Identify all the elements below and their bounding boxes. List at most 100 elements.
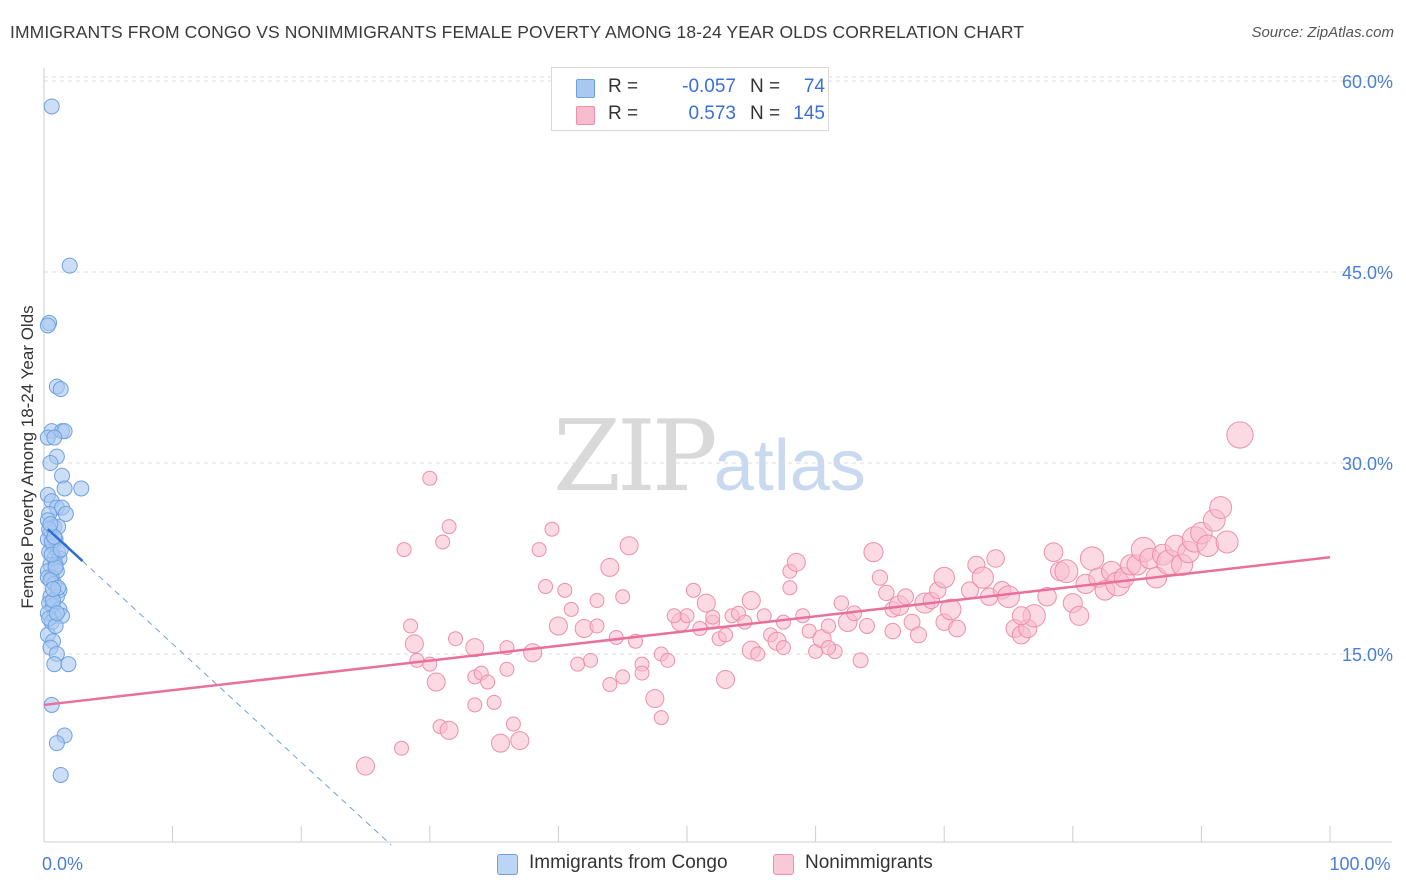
y-tick-label: 15.0%: [1342, 645, 1393, 665]
nonimmigrants-points: [356, 421, 1254, 776]
legend-n-value: 145: [793, 103, 825, 124]
nonimmigrants-point: [909, 626, 927, 644]
nonimmigrants-point: [1226, 421, 1254, 449]
y-tick-label: 45.0%: [1342, 263, 1393, 283]
nonimmigrants-point: [435, 534, 451, 550]
nonimmigrants-point: [933, 566, 955, 589]
nonimmigrants-point: [505, 716, 521, 732]
legend-r-label: R =: [608, 103, 639, 124]
nonimmigrants-point: [467, 697, 483, 713]
nonimmigrants-point: [986, 549, 1005, 568]
correlation-legend: R = -0.057 N = 74 R = 0.573 N = 145: [551, 67, 829, 131]
congo-point: [42, 516, 59, 533]
nonimmigrants-point: [997, 585, 1020, 609]
legend-swatch-congo: [497, 854, 518, 875]
nonimmigrants-point: [705, 609, 721, 625]
axis-labels: 15.0% 30.0% 45.0% 60.0% 0.0% 100.0% Female Pov…: [18, 72, 1393, 874]
nonimmigrants-point: [878, 584, 895, 602]
nonimmigrants-point: [660, 652, 676, 668]
nonimmigrants-point: [971, 566, 994, 589]
congo-point: [52, 381, 69, 398]
congo-point: [57, 505, 74, 522]
nonimmigrants-point: [775, 614, 791, 630]
nonimmigrants-point: [852, 652, 869, 669]
trend-lines: [43, 528, 1331, 846]
congo-point: [45, 581, 62, 598]
nonimmigrants-point: [441, 519, 457, 535]
nonimmigrants-point: [679, 608, 695, 624]
nonimmigrants-trend-line: [43, 555, 1331, 707]
nonimmigrants-point: [1011, 606, 1031, 626]
nonimmigrants-point: [396, 542, 412, 558]
nonimmigrants-point: [716, 669, 736, 689]
nonimmigrants-point: [499, 661, 515, 677]
nonimmigrants-point: [615, 589, 631, 605]
nonimmigrants-point: [820, 640, 837, 656]
nonimmigrants-point: [750, 646, 766, 662]
nonimmigrants-point: [775, 640, 791, 656]
nonimmigrants-point: [645, 689, 665, 709]
nonimmigrants-point: [356, 756, 375, 776]
nonimmigrants-point: [491, 733, 511, 753]
series-legend: Immigrants from Congo Nonimmigrants: [0, 850, 1406, 878]
congo-points: [39, 98, 90, 783]
y-tick-label: 60.0%: [1342, 72, 1393, 92]
nonimmigrants-point: [602, 677, 618, 693]
chart-title: IMMIGRANTS FROM CONGO VS NONIMMIGRANTS F…: [10, 22, 1025, 42]
nonimmigrants-point: [480, 674, 496, 690]
y-tick-label: 30.0%: [1342, 454, 1393, 474]
nonimmigrants-point: [820, 618, 837, 634]
nonimmigrants-point: [1215, 530, 1239, 554]
nonimmigrants-point: [1054, 559, 1079, 584]
nonimmigrants-point: [583, 652, 599, 668]
nonimmigrants-point: [600, 557, 620, 577]
nonimmigrants-point: [653, 710, 669, 726]
legend-swatch-nonimmigrants: [773, 854, 794, 875]
congo-point: [56, 480, 73, 497]
legend-swatch-nonimmigrants: [576, 106, 595, 125]
nonimmigrants-point: [544, 521, 560, 537]
legend-r-value: 0.573: [688, 103, 736, 124]
x-tick-label: 0.0%: [42, 854, 83, 874]
watermark-atlas: atlas: [713, 426, 866, 506]
nonimmigrants-point: [394, 740, 410, 756]
nonimmigrants-point: [737, 614, 753, 630]
nonimmigrants-point: [948, 619, 966, 638]
legend-swatch-congo: [576, 79, 595, 98]
nonimmigrants-point: [859, 617, 876, 634]
nonimmigrants-point: [833, 595, 850, 611]
nonimmigrants-point: [510, 731, 530, 751]
legend-n-label: N =: [750, 103, 781, 124]
nonimmigrants-point: [557, 582, 573, 598]
congo-point: [61, 257, 78, 274]
nonimmigrants-point: [531, 542, 547, 558]
congo-point: [48, 735, 65, 752]
nonimmigrants-point: [404, 634, 424, 654]
nonimmigrants-point: [486, 694, 502, 710]
y-axis-label: Female Poverty Among 18-24 Year Olds: [18, 305, 37, 608]
nonimmigrants-point: [1069, 605, 1090, 626]
watermark: ZIPatlas: [553, 400, 866, 514]
nonimmigrants-point: [718, 627, 734, 643]
legend-label-congo: Immigrants from Congo: [529, 852, 728, 873]
nonimmigrants-point: [884, 622, 902, 640]
congo-point: [42, 455, 59, 471]
nonimmigrants-point: [426, 672, 446, 692]
nonimmigrants-point: [863, 542, 884, 563]
nonimmigrants-point: [1037, 586, 1057, 607]
nonimmigrants-point: [897, 588, 914, 606]
congo-point: [46, 656, 63, 673]
nonimmigrants-point: [1196, 534, 1220, 558]
watermark-zip: ZIP: [553, 400, 718, 514]
nonimmigrants-point: [619, 536, 639, 556]
nonimmigrants-point: [801, 623, 817, 639]
nonimmigrants-point: [871, 569, 889, 586]
congo-point: [73, 480, 90, 497]
nonimmigrants-point: [1079, 546, 1105, 571]
legend-r-label: R =: [608, 76, 639, 97]
nonimmigrants-point: [563, 601, 579, 617]
nonimmigrants-point: [538, 579, 554, 595]
congo-point: [48, 605, 65, 622]
legend-label-nonimmigrants: Nonimmigrants: [805, 852, 933, 873]
